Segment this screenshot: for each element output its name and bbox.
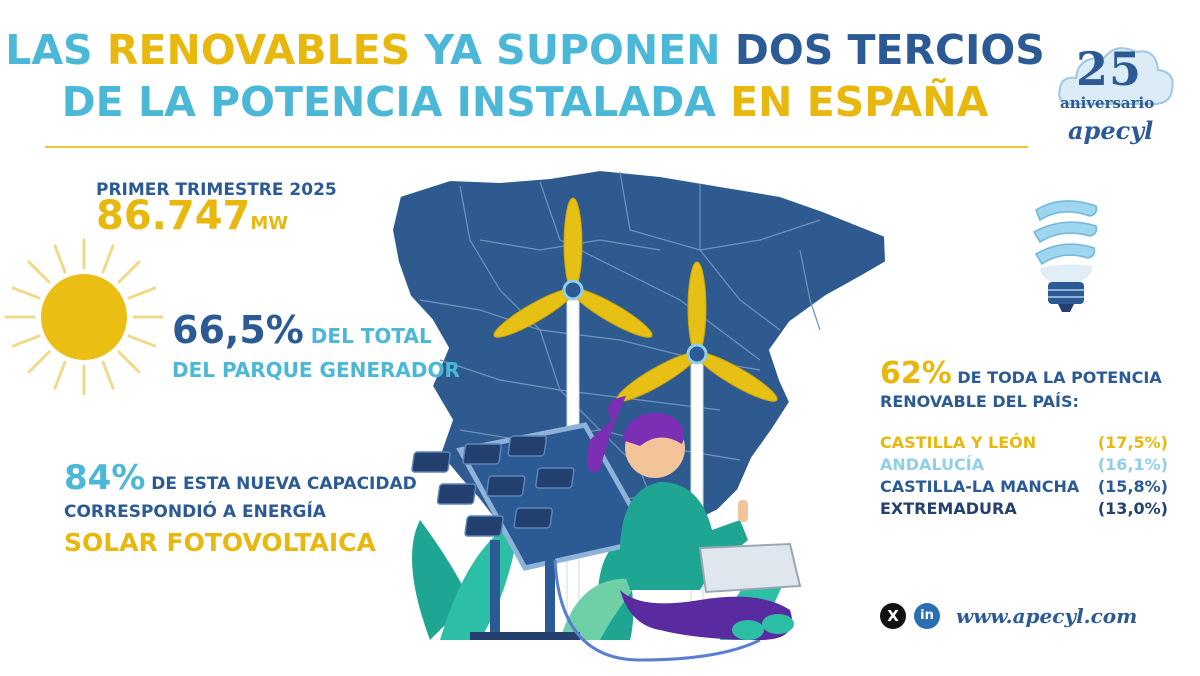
share-text: DEL TOTAL [303, 324, 432, 348]
region-pct: (17,5%) [1097, 433, 1168, 452]
headline-part: LAS [5, 26, 107, 74]
region-pct: (13,0%) [1097, 499, 1168, 518]
region-row: ANDALUCÍA (16,1%) [880, 455, 1180, 474]
region-name: CASTILLA Y LEÓN [880, 433, 1037, 452]
region-pct: (16,1%) [1097, 455, 1168, 474]
cloud-icon [1058, 47, 1174, 105]
headline-highlight: DOS TERCIOS [734, 26, 1045, 74]
headline-highlight: RENOVABLES [106, 26, 411, 74]
region-name: EXTREMADURA [880, 499, 1017, 518]
x-icon[interactable]: X [880, 603, 906, 629]
logo-number: 25 [1076, 42, 1143, 96]
capacity-unit: MW [250, 213, 289, 234]
capacity-number: 86.747 [96, 193, 251, 239]
regions-text: DE TODA LA POTENCIA [951, 368, 1162, 387]
share-value: 66,5% [172, 308, 304, 352]
regions-value: 62% [880, 356, 952, 391]
region-row: CASTILLA Y LEÓN (17,5%) [880, 433, 1180, 452]
share-stat: 66,5% DEL TOTAL [172, 308, 432, 352]
linkedin-icon[interactable]: in [914, 603, 940, 629]
solar-value: 84% [64, 458, 146, 498]
anniversary-logo: 25 aniversario apecyl [1052, 38, 1182, 148]
region-row: CASTILLA-LA MANCHA (15,8%) [880, 477, 1180, 496]
headline-divider [45, 146, 1028, 148]
headline-part: DE LA POTENCIA INSTALADA [61, 78, 731, 126]
share-text-2: DEL PARQUE GENERADOR [172, 358, 460, 382]
solar-stat: 84% DE ESTA NUEVA CAPACIDAD [64, 458, 417, 498]
headline-part: YA SUPONEN [410, 26, 735, 74]
solar-text-2: CORRESPONDIÓ A ENERGÍA [64, 502, 326, 522]
solar-text-3: SOLAR FOTOVOLTAICA [64, 528, 376, 557]
region-row: EXTREMADURA (13,0%) [880, 499, 1180, 518]
headline-line-1: LAS RENOVABLES YA SUPONEN DOS TERCIOS [0, 26, 1050, 74]
region-name: CASTILLA-LA MANCHA [880, 477, 1080, 496]
regions-intro: 62% DE TODA LA POTENCIA [880, 356, 1162, 391]
logo-brand: apecyl [1068, 116, 1154, 145]
period-label: PRIMER TRIMESTRE 2025 [96, 180, 337, 200]
headline-line-2: DE LA POTENCIA INSTALADA EN ESPAÑA [0, 78, 1050, 126]
region-pct: (15,8%) [1097, 477, 1168, 496]
logo-anniversary: aniversario [1060, 94, 1155, 112]
solar-text: DE ESTA NUEVA CAPACIDAD [145, 474, 417, 494]
website-link[interactable]: www.apecyl.com [956, 604, 1138, 628]
capacity-value: 86.747MW [96, 193, 288, 239]
regions-text-2: RENOVABLE DEL PAÍS: [880, 392, 1079, 411]
region-name: ANDALUCÍA [880, 455, 985, 474]
headline-highlight: EN ESPAÑA [730, 78, 989, 126]
